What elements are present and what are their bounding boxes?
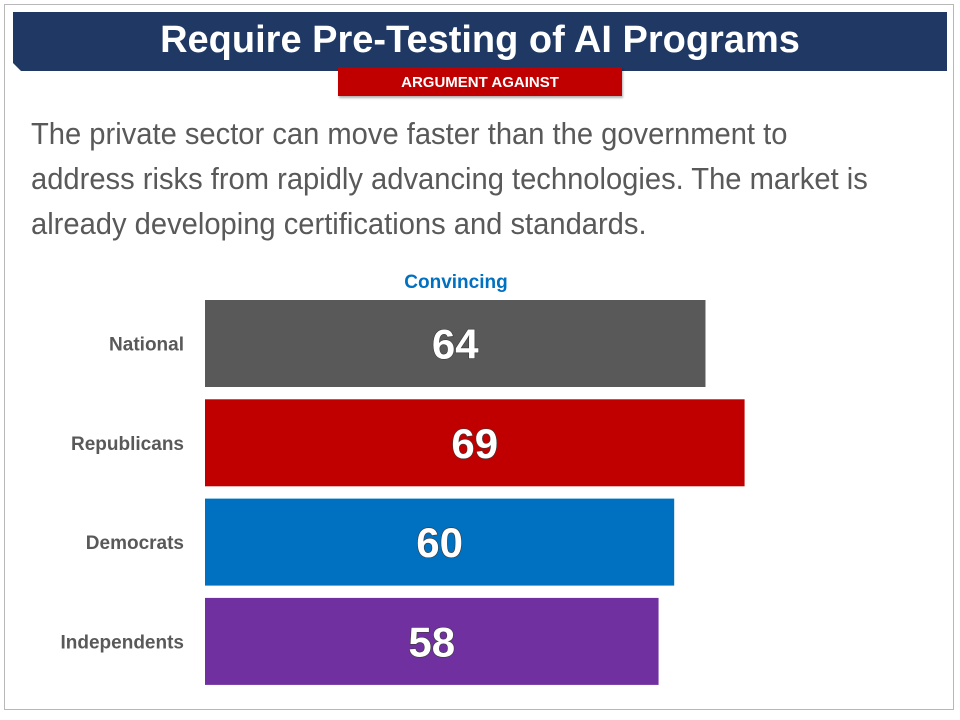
title-banner-background (13, 12, 947, 71)
bar-independents (205, 597, 659, 685)
slide-title: Require Pre-Testing of AI Programs (160, 19, 800, 61)
category-label-republicans: Republicans (71, 434, 184, 455)
value-label-republicans: 69 (451, 420, 498, 467)
title-banner: Require Pre-Testing of AI Programs (13, 12, 947, 71)
value-label-democrats: 60 (416, 519, 463, 566)
category-label-national: National (109, 335, 184, 356)
slide-frame (4, 4, 954, 710)
category-label-democrats: Democrats (86, 533, 184, 554)
value-label-independents: 58 (408, 618, 455, 665)
bar-democrats (205, 498, 675, 586)
value-label-national: 64 (432, 321, 479, 368)
argument-banner: ARGUMENT AGAINST (338, 67, 622, 96)
bar-national (205, 300, 706, 387)
argument-statement: The private sector can move faster than … (31, 116, 868, 241)
category-label-independents: Independents (60, 632, 184, 653)
bar-republicans (205, 399, 745, 487)
argument-label: ARGUMENT AGAINST (401, 74, 559, 91)
column-header: Convincing (404, 272, 508, 293)
